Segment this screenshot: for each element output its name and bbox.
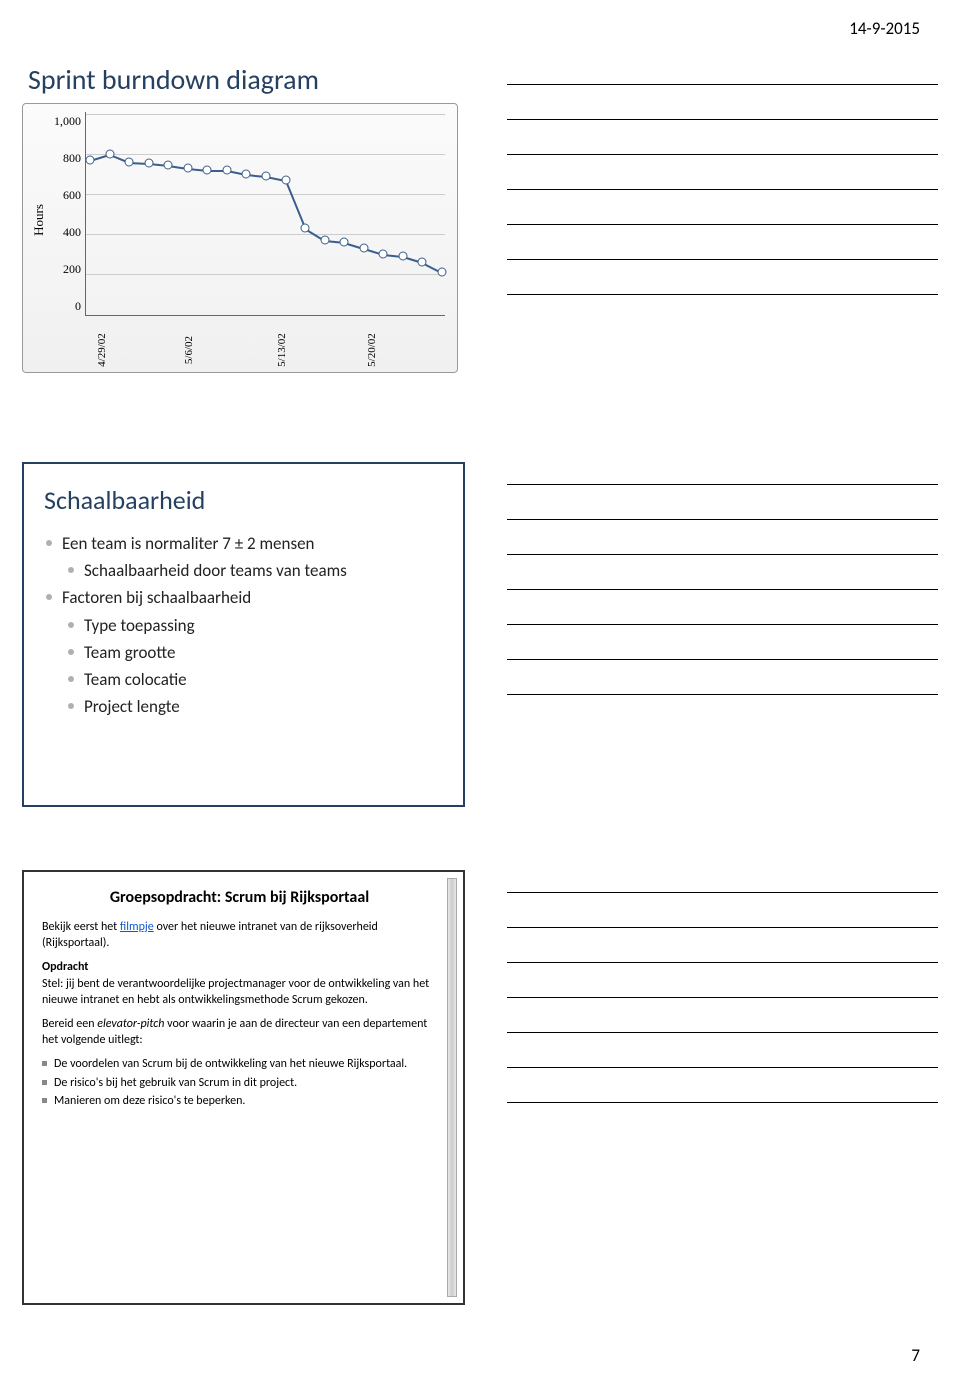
- panel3-intro: Bekijk eerst het filmpje over het nieuwe…: [42, 919, 437, 951]
- note-line: [507, 1067, 938, 1068]
- note-line: [507, 259, 938, 260]
- list-item: Project lengte: [66, 693, 443, 720]
- note-line: [507, 927, 938, 928]
- chart-point: [418, 258, 427, 267]
- note-line: [507, 659, 938, 660]
- panel3-opdracht: Opdracht Stel: jij bent de verantwoordel…: [42, 959, 437, 1008]
- note-line: [507, 589, 938, 590]
- ytick-label: 400: [49, 225, 81, 240]
- note-line: [507, 1102, 938, 1103]
- ytick-label: 1,000: [49, 114, 81, 129]
- note-line: [507, 484, 938, 485]
- chart-box: Hours 1,000 800 600 400 200 0 4/29/02 5/6/02 5/…: [22, 103, 458, 373]
- chart-point: [86, 156, 95, 165]
- chart-ylabel: Hours: [29, 110, 49, 330]
- notes-col-3: [507, 870, 938, 1310]
- panel-burndown: Sprint burndown diagram Hours 1,000 800 60…: [22, 62, 465, 402]
- note-line: [507, 554, 938, 555]
- list-item: Team grootte: [66, 639, 443, 666]
- list-item: Manieren om deze risico's te beperken.: [42, 1093, 437, 1109]
- chart-line-segment: [285, 181, 306, 230]
- chart-point: [144, 159, 153, 168]
- chart-point: [125, 158, 134, 167]
- page-number: 7: [911, 1345, 920, 1366]
- notes-col-2: [507, 462, 938, 822]
- list-item: Factoren bij schaalbaarheid: [44, 584, 443, 611]
- panel-schaalbaarheid: Schaalbaarheid Een team is normaliter 7 …: [22, 462, 465, 822]
- grid-line: [86, 154, 445, 155]
- row-opdracht: Groepsopdracht: Scrum bij Rijksportaal B…: [22, 870, 938, 1310]
- note-line: [507, 294, 938, 295]
- ytick-label: 800: [49, 151, 81, 166]
- list-item: De risico's bij het gebruik van Scrum in…: [42, 1075, 437, 1091]
- chart-point: [398, 252, 407, 261]
- panel3-content: Groepsopdracht: Scrum bij Rijksportaal B…: [28, 876, 459, 1299]
- chart-point: [379, 250, 388, 259]
- chart-point: [359, 244, 368, 253]
- panel3-bullets: De voordelen van Scrum bij de ontwikkeli…: [42, 1056, 437, 1109]
- chart-point: [105, 150, 114, 159]
- row-burndown: Sprint burndown diagram Hours 1,000 800 60…: [22, 62, 938, 402]
- panel3-bereid: Bereid een elevator-pitch voor waarin je…: [42, 1016, 437, 1048]
- page-date: 14-9-2015: [849, 18, 920, 39]
- chart-point: [281, 176, 290, 185]
- chart-xticks: 4/29/025/6/025/13/025/20/025/24/02: [85, 330, 445, 370]
- chart-point: [203, 166, 212, 175]
- xtick-label: 5/24/02: [456, 333, 458, 367]
- note-line: [507, 84, 938, 85]
- chart-point: [301, 224, 310, 233]
- list-item: Type toepassing: [66, 612, 443, 639]
- chart-plot-area: [85, 112, 445, 316]
- list-item: Een team is normaliter 7 ± 2 mensen: [44, 530, 443, 557]
- chart-title: Sprint burndown diagram: [22, 62, 465, 97]
- grid-line: [86, 114, 445, 115]
- grid-line: [86, 234, 445, 235]
- grid-line: [86, 274, 445, 275]
- chart-point: [262, 172, 271, 181]
- note-line: [507, 519, 938, 520]
- list-item: Schaalbaarheid door teams van teams: [66, 557, 443, 584]
- chart-yticks: 1,000 800 600 400 200 0: [49, 114, 85, 314]
- chart-point: [242, 170, 251, 179]
- chart-point: [320, 236, 329, 245]
- note-line: [507, 119, 938, 120]
- panel2-title: Schaalbaarheid: [44, 484, 443, 516]
- panel3-decoration: [447, 878, 457, 1297]
- ytick-label: 200: [49, 262, 81, 277]
- xtick-label: 5/6/02: [183, 336, 195, 364]
- chart-point: [183, 164, 192, 173]
- grid-line: [86, 194, 445, 195]
- filmpje-link[interactable]: filmpje: [120, 920, 154, 934]
- note-line: [507, 694, 938, 695]
- xtick-label: 5/13/02: [276, 333, 288, 367]
- panel3-title: Groepsopdracht: Scrum bij Rijksportaal: [42, 888, 437, 907]
- note-line: [507, 624, 938, 625]
- ytick-label: 0: [49, 299, 81, 314]
- chart-point: [164, 161, 173, 170]
- note-line: [507, 892, 938, 893]
- note-line: [507, 189, 938, 190]
- note-line: [507, 962, 938, 963]
- note-line: [507, 224, 938, 225]
- chart-point: [340, 238, 349, 247]
- list-item: Team colocatie: [66, 666, 443, 693]
- xtick-label: 4/29/02: [96, 333, 108, 367]
- chart-point: [438, 268, 447, 277]
- note-line: [507, 154, 938, 155]
- panel2-list: Een team is normaliter 7 ± 2 mensenSchaa…: [44, 530, 443, 720]
- notes-col-1: [507, 62, 938, 402]
- xtick-label: 5/20/02: [366, 333, 378, 367]
- row-schaalbaarheid: Schaalbaarheid Een team is normaliter 7 …: [22, 462, 938, 822]
- note-line: [507, 997, 938, 998]
- list-item: De voordelen van Scrum bij de ontwikkeli…: [42, 1056, 437, 1072]
- chart-point: [222, 166, 231, 175]
- panel-opdracht: Groepsopdracht: Scrum bij Rijksportaal B…: [22, 870, 465, 1310]
- note-line: [507, 1032, 938, 1033]
- ytick-label: 600: [49, 188, 81, 203]
